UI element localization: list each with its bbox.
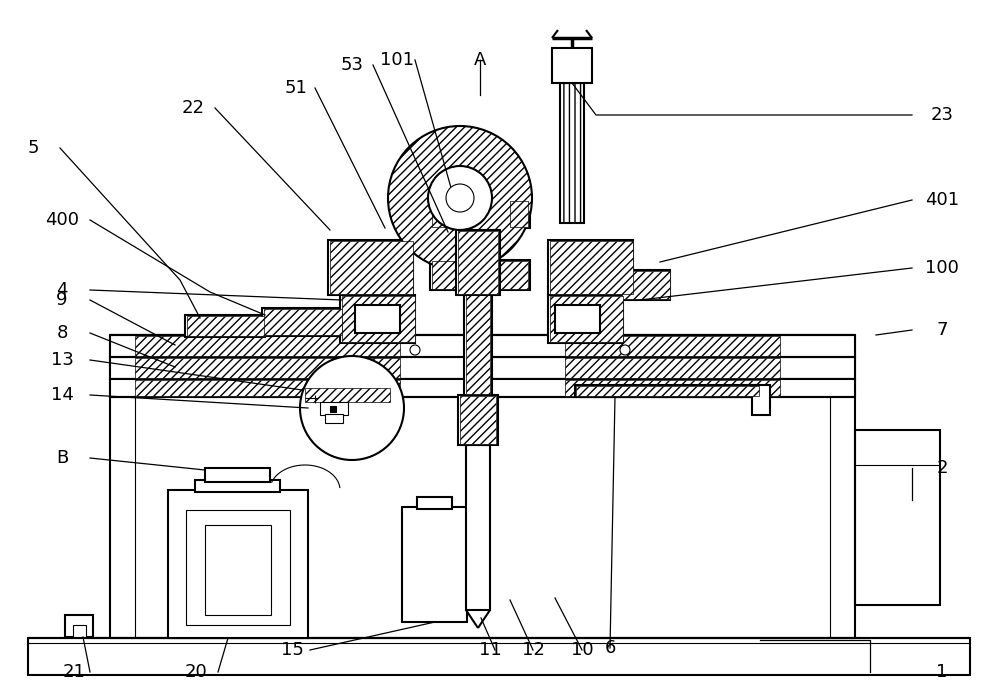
Text: 100: 100: [925, 259, 959, 277]
Circle shape: [428, 166, 492, 230]
Text: 2: 2: [936, 459, 948, 477]
Text: A: A: [474, 51, 486, 69]
Bar: [464, 260, 492, 395]
Text: 10: 10: [571, 641, 593, 659]
Bar: [510, 201, 528, 227]
Bar: [552, 48, 592, 83]
Bar: [110, 357, 855, 379]
Bar: [185, 315, 265, 337]
Bar: [417, 497, 452, 509]
Bar: [305, 388, 390, 402]
Text: 15: 15: [281, 641, 303, 659]
Bar: [205, 525, 271, 615]
Bar: [560, 83, 584, 223]
Text: 400: 400: [45, 211, 79, 229]
Bar: [620, 270, 670, 300]
Bar: [205, 468, 270, 482]
Bar: [65, 615, 93, 637]
Bar: [168, 490, 308, 638]
Bar: [320, 402, 348, 415]
Bar: [548, 295, 623, 343]
Text: 8: 8: [56, 324, 68, 342]
Bar: [135, 380, 400, 396]
Bar: [432, 201, 472, 227]
Bar: [186, 510, 290, 625]
Bar: [340, 295, 415, 343]
Text: 21: 21: [63, 663, 85, 681]
Bar: [555, 305, 600, 333]
Bar: [328, 240, 413, 295]
Bar: [110, 335, 855, 357]
Text: 6: 6: [604, 639, 616, 657]
Text: 7: 7: [936, 321, 948, 339]
Bar: [550, 241, 633, 294]
Bar: [456, 230, 500, 295]
Bar: [73, 625, 86, 637]
Bar: [402, 507, 467, 622]
Bar: [430, 260, 530, 290]
Text: 5: 5: [27, 139, 39, 157]
Text: 20: 20: [185, 663, 207, 681]
Text: 1: 1: [936, 663, 948, 681]
Bar: [752, 385, 770, 415]
Bar: [458, 231, 498, 294]
Text: 12: 12: [522, 641, 544, 659]
Bar: [187, 316, 265, 336]
Bar: [430, 200, 530, 228]
Text: 11: 11: [479, 641, 501, 659]
Bar: [565, 336, 780, 356]
Bar: [466, 261, 490, 394]
Circle shape: [300, 356, 404, 460]
Circle shape: [388, 126, 532, 270]
Bar: [550, 296, 623, 342]
Bar: [432, 261, 528, 289]
Text: 9: 9: [56, 291, 68, 309]
Text: B: B: [56, 449, 68, 467]
Bar: [330, 406, 336, 412]
Text: 4: 4: [56, 281, 68, 299]
Bar: [110, 379, 855, 397]
Text: 53: 53: [340, 56, 364, 74]
Bar: [330, 241, 413, 294]
Bar: [622, 271, 670, 299]
Bar: [195, 480, 280, 492]
Bar: [460, 396, 496, 444]
Bar: [342, 296, 415, 342]
Bar: [855, 430, 940, 605]
Text: 401: 401: [925, 191, 959, 209]
Bar: [355, 305, 400, 333]
Bar: [325, 414, 343, 423]
Bar: [565, 358, 780, 378]
Bar: [458, 395, 498, 445]
Bar: [264, 309, 342, 335]
Text: 51: 51: [285, 79, 307, 97]
Bar: [466, 445, 490, 610]
Text: 14: 14: [51, 386, 73, 404]
Circle shape: [446, 184, 474, 212]
Text: 22: 22: [182, 99, 205, 117]
Bar: [135, 358, 400, 378]
Bar: [262, 308, 342, 336]
Bar: [135, 336, 400, 356]
Circle shape: [410, 345, 420, 355]
Bar: [575, 385, 760, 397]
Bar: [565, 380, 780, 396]
Text: 13: 13: [51, 351, 73, 369]
Bar: [28, 638, 970, 675]
Circle shape: [620, 345, 630, 355]
Bar: [576, 386, 759, 396]
Bar: [548, 240, 633, 295]
Text: 23: 23: [930, 106, 954, 124]
Text: 101: 101: [380, 51, 414, 69]
